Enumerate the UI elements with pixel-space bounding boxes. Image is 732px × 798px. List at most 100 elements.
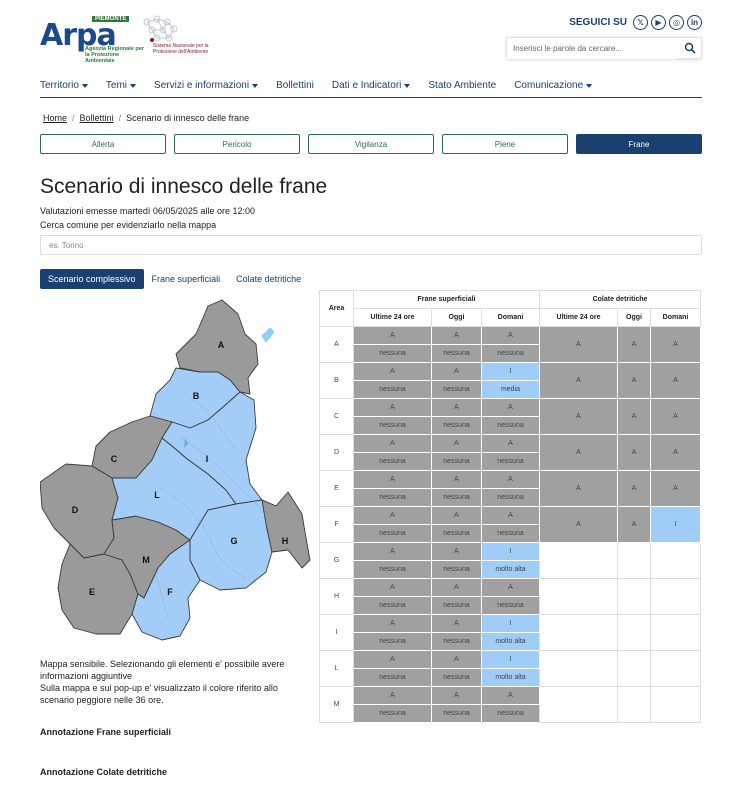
linkedin-icon[interactable]: in — [687, 15, 702, 30]
frane-prob-cell[interactable]: nessuna — [431, 596, 482, 615]
frane-prob-cell[interactable]: nessuna — [353, 560, 432, 579]
frane-level-cell[interactable]: A — [431, 578, 482, 597]
frane-level-cell[interactable]: A — [431, 326, 482, 345]
colate-level-cell[interactable]: A — [539, 470, 618, 507]
colate-level-cell[interactable]: A — [539, 398, 618, 435]
nav-bollettini[interactable]: Bollettini — [276, 80, 314, 91]
frane-prob-cell[interactable]: molto alta — [481, 560, 540, 579]
frane-prob-cell[interactable]: media — [481, 380, 540, 399]
frane-prob-cell[interactable]: nessuna — [431, 560, 482, 579]
colate-level-cell[interactable]: A — [650, 470, 701, 507]
tab-piene[interactable]: Piene — [442, 134, 568, 154]
tab-vigilanza[interactable]: Vigilanza — [308, 134, 434, 154]
colate-level-cell[interactable]: A — [650, 434, 701, 471]
frane-level-cell[interactable]: A — [431, 614, 482, 633]
map-area-a[interactable] — [175, 299, 259, 395]
nav-temi[interactable]: Temi — [106, 80, 137, 91]
frane-prob-cell[interactable]: nessuna — [431, 488, 482, 507]
frane-prob-cell[interactable]: nessuna — [431, 632, 482, 651]
frane-level-cell[interactable]: A — [431, 542, 482, 561]
frane-level-cell[interactable]: A — [431, 398, 482, 417]
youtube-icon[interactable]: ▶ — [651, 15, 666, 30]
colate-level-cell[interactable]: A — [650, 398, 701, 435]
tab-scenario-complessivo[interactable]: Scenario complessivo — [40, 269, 144, 289]
frane-level-cell[interactable]: A — [353, 542, 432, 561]
frane-level-cell[interactable]: A — [431, 650, 482, 669]
frane-level-cell[interactable]: A — [353, 506, 432, 525]
tab-frane[interactable]: Frane — [576, 134, 702, 154]
site-search-input[interactable] — [507, 38, 677, 59]
frane-prob-cell[interactable]: nessuna — [431, 704, 482, 723]
frane-prob-cell[interactable]: molto alta — [481, 668, 540, 687]
colate-level-cell[interactable]: A — [617, 326, 651, 363]
arpa-logo[interactable]: Arpa PIEMONTE Agenzia Regionale per la P… — [40, 14, 144, 64]
colate-level-cell[interactable]: A — [617, 362, 651, 399]
colate-level-cell[interactable]: A — [650, 362, 701, 399]
piemonte-map[interactable]: A B C D E F G H I L M — [40, 298, 312, 644]
frane-level-cell[interactable]: A — [353, 326, 432, 345]
map-area-h[interactable] — [261, 491, 311, 569]
frane-prob-cell[interactable]: nessuna — [431, 524, 482, 543]
frane-prob-cell[interactable]: nessuna — [431, 380, 482, 399]
frane-prob-cell[interactable]: nessuna — [481, 704, 540, 723]
nav-comunicazione[interactable]: Comunicazione — [514, 80, 593, 91]
frane-prob-cell[interactable]: nessuna — [481, 344, 540, 363]
search-icon[interactable] — [684, 42, 696, 54]
frane-level-cell[interactable]: A — [431, 434, 482, 453]
frane-level-cell[interactable]: A — [353, 614, 432, 633]
frane-prob-cell[interactable]: nessuna — [353, 668, 432, 687]
frane-prob-cell[interactable]: nessuna — [481, 488, 540, 507]
colate-level-cell[interactable]: A — [539, 326, 618, 363]
frane-prob-cell[interactable]: nessuna — [481, 416, 540, 435]
frane-level-cell[interactable]: I — [481, 614, 540, 633]
frane-prob-cell[interactable]: nessuna — [353, 632, 432, 651]
breadcrumb-home[interactable]: Home — [43, 113, 68, 123]
breadcrumb-bollettini[interactable]: Bollettini — [79, 113, 114, 123]
colate-level-cell[interactable]: A — [617, 506, 651, 543]
colate-level-cell[interactable]: A — [617, 434, 651, 471]
frane-prob-cell[interactable]: nessuna — [431, 452, 482, 471]
map-area-d[interactable] — [40, 463, 119, 559]
frane-prob-cell[interactable]: nessuna — [481, 524, 540, 543]
instagram-icon[interactable]: ◎ — [669, 15, 684, 30]
frane-prob-cell[interactable]: nessuna — [353, 452, 432, 471]
nav-territorio[interactable]: Territorio — [40, 80, 88, 91]
frane-prob-cell[interactable]: nessuna — [431, 668, 482, 687]
frane-prob-cell[interactable]: nessuna — [431, 416, 482, 435]
comune-search-input[interactable] — [40, 235, 702, 255]
frane-level-cell[interactable]: A — [431, 686, 482, 705]
x-icon[interactable]: 𝕏 — [633, 15, 648, 30]
frane-prob-cell[interactable]: nessuna — [353, 380, 432, 399]
frane-level-cell[interactable]: I — [481, 650, 540, 669]
frane-prob-cell[interactable]: nessuna — [481, 452, 540, 471]
frane-level-cell[interactable]: A — [481, 578, 540, 597]
colate-level-cell[interactable]: A — [539, 434, 618, 471]
frane-level-cell[interactable]: A — [481, 434, 540, 453]
map-area-i[interactable] — [161, 391, 263, 505]
tab-allerta[interactable]: Allerta — [40, 134, 166, 154]
tab-colate-detritiche[interactable]: Colate detritiche — [236, 274, 302, 284]
frane-prob-cell[interactable]: nessuna — [353, 416, 432, 435]
frane-level-cell[interactable]: A — [353, 650, 432, 669]
tab-frane-superficiali[interactable]: Frane superficiali — [151, 274, 221, 284]
frane-prob-cell[interactable]: nessuna — [353, 704, 432, 723]
colate-level-cell[interactable]: A — [650, 326, 701, 363]
frane-level-cell[interactable]: I — [481, 362, 540, 381]
frane-level-cell[interactable]: A — [481, 398, 540, 417]
frane-level-cell[interactable]: A — [481, 326, 540, 345]
colate-level-cell[interactable]: A — [539, 506, 618, 543]
frane-prob-cell[interactable]: nessuna — [431, 344, 482, 363]
frane-level-cell[interactable]: I — [481, 542, 540, 561]
frane-level-cell[interactable]: A — [353, 686, 432, 705]
frane-prob-cell[interactable]: nessuna — [353, 344, 432, 363]
colate-level-cell[interactable]: I — [650, 506, 701, 543]
frane-level-cell[interactable]: A — [353, 434, 432, 453]
frane-level-cell[interactable]: A — [353, 398, 432, 417]
frane-level-cell[interactable]: A — [353, 578, 432, 597]
nav-dati[interactable]: Dati e Indicatori — [332, 80, 411, 91]
nav-servizi[interactable]: Servizi e informazioni — [154, 80, 259, 91]
colate-level-cell[interactable]: A — [617, 398, 651, 435]
frane-level-cell[interactable]: A — [481, 506, 540, 525]
frane-level-cell[interactable]: A — [481, 686, 540, 705]
frane-level-cell[interactable]: A — [481, 470, 540, 489]
